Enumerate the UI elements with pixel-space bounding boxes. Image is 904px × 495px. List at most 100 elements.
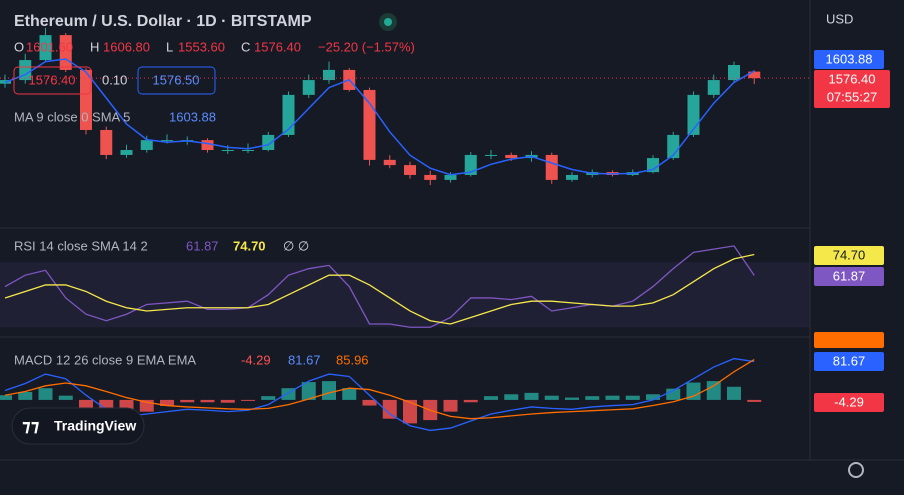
ohlc-value: 1601.60 bbox=[26, 39, 73, 54]
axis-tag bbox=[814, 50, 884, 69]
candle-body bbox=[80, 69, 92, 130]
candle-body bbox=[647, 158, 659, 173]
ohlc-key: H bbox=[90, 39, 99, 54]
indicator-value: 85.96 bbox=[336, 352, 369, 367]
candle-body bbox=[404, 165, 416, 175]
candle-body bbox=[140, 140, 153, 151]
spread: 0.10 bbox=[102, 72, 127, 87]
histogram-bar bbox=[524, 392, 539, 400]
settings-icon[interactable] bbox=[848, 462, 864, 478]
plot bbox=[0, 27, 810, 432]
histogram-bar bbox=[504, 394, 519, 400]
candle-body bbox=[120, 150, 133, 155]
sell-button[interactable] bbox=[13, 66, 92, 95]
indicator-line bbox=[4, 245, 755, 328]
histogram-bar bbox=[301, 382, 316, 400]
ohlc-value: 1606.80 bbox=[103, 39, 150, 54]
ohlc-key: L bbox=[166, 39, 173, 54]
indicator-line bbox=[4, 253, 755, 325]
indicator-value: -4.29 bbox=[241, 352, 271, 367]
candle-body bbox=[485, 154, 497, 156]
chart-title: Ethereum / U.S. Dollar · 1D · BITSTAMP bbox=[14, 13, 312, 30]
candle-body bbox=[748, 71, 761, 79]
indicator-value: 61.87 bbox=[186, 238, 219, 253]
histogram-bar bbox=[484, 396, 498, 400]
axis-tag bbox=[814, 352, 884, 371]
brand-logo: ⁊⁊ bbox=[22, 416, 39, 435]
candle-body bbox=[323, 69, 335, 81]
candle-body bbox=[464, 154, 477, 175]
indicator-value: 81.67 bbox=[288, 352, 321, 367]
histogram-bar bbox=[443, 399, 458, 412]
axis-tag-label: 81.67 bbox=[833, 353, 866, 368]
candle-body bbox=[100, 129, 113, 155]
histogram-bar bbox=[261, 396, 276, 400]
indicator-value: 74.70 bbox=[233, 238, 266, 253]
ohlc-key: O bbox=[14, 39, 24, 54]
histogram-bar bbox=[58, 395, 73, 400]
indicator-legend: MACD 12 26 close 9 EMA EMA bbox=[14, 352, 196, 367]
change: −25.20 (−1.57%) bbox=[318, 39, 415, 54]
currency: USD bbox=[826, 11, 853, 26]
candle-body bbox=[728, 64, 740, 81]
candle-body bbox=[444, 174, 457, 180]
histogram-bar bbox=[666, 388, 681, 400]
countdown: 07:55:27 bbox=[827, 89, 878, 104]
labels: Ethereum / U.S. Dollar · 1D · BITSTAMP U… bbox=[11, 11, 890, 478]
histogram-bar bbox=[0, 395, 12, 400]
brand-name: TradingView bbox=[54, 418, 136, 434]
ohlc-value: 1576.40 bbox=[254, 39, 301, 54]
indicator-legend: RSI 14 close SMA 14 2 bbox=[14, 238, 148, 253]
axis-tag-label: 61.87 bbox=[833, 268, 866, 283]
grid bbox=[0, 262, 810, 328]
histogram-bar bbox=[241, 399, 255, 401]
histogram-bar bbox=[646, 394, 660, 400]
candle-body bbox=[566, 174, 578, 180]
buy-button[interactable] bbox=[137, 66, 216, 95]
histogram-bar bbox=[160, 399, 174, 407]
candle-body bbox=[363, 89, 376, 160]
price-tag bbox=[814, 70, 890, 108]
price-tag-label: 1576.40 bbox=[829, 71, 876, 86]
candle-body bbox=[302, 80, 315, 95]
candle-body bbox=[505, 154, 518, 159]
indicator-value: 1603.88 bbox=[169, 109, 216, 124]
histogram-bar bbox=[585, 396, 600, 400]
axis-tag bbox=[814, 332, 884, 348]
histogram-bar bbox=[382, 399, 397, 419]
histogram-bar bbox=[706, 381, 721, 400]
indicator-line bbox=[4, 358, 755, 420]
indicator-extra: ∅ ∅ bbox=[283, 238, 309, 253]
indicator-line bbox=[4, 58, 755, 176]
histogram-bar bbox=[322, 381, 336, 400]
axis-tag bbox=[814, 267, 884, 286]
histogram-bar bbox=[79, 399, 93, 410]
candle-body bbox=[221, 150, 234, 152]
candle-body bbox=[201, 140, 214, 151]
buy-price: 1576.50 bbox=[153, 72, 200, 87]
axis-tag-label: 1603.88 bbox=[826, 51, 873, 66]
histogram-bar bbox=[139, 399, 154, 412]
candle-body bbox=[383, 159, 396, 166]
indicator-legend: MA 9 close 0 SMA 5 bbox=[14, 109, 130, 124]
candle-body bbox=[39, 35, 52, 61]
histogram-bar bbox=[403, 399, 417, 424]
histogram-bar bbox=[463, 399, 478, 403]
histogram-bar bbox=[747, 399, 762, 402]
histogram-bar bbox=[565, 397, 579, 400]
candle-body bbox=[707, 80, 720, 95]
status-dot bbox=[384, 18, 392, 26]
histogram-bar bbox=[605, 395, 620, 400]
rsi-band bbox=[0, 262, 810, 328]
histogram-bar bbox=[362, 399, 377, 406]
axis-tag-label: 74.70 bbox=[833, 247, 866, 262]
brand-badge[interactable] bbox=[11, 407, 145, 445]
candle-body bbox=[424, 174, 437, 180]
histogram-bar bbox=[220, 399, 235, 403]
histogram-bar bbox=[544, 395, 559, 400]
histogram-bar bbox=[625, 395, 640, 400]
candle-body bbox=[161, 140, 173, 142]
